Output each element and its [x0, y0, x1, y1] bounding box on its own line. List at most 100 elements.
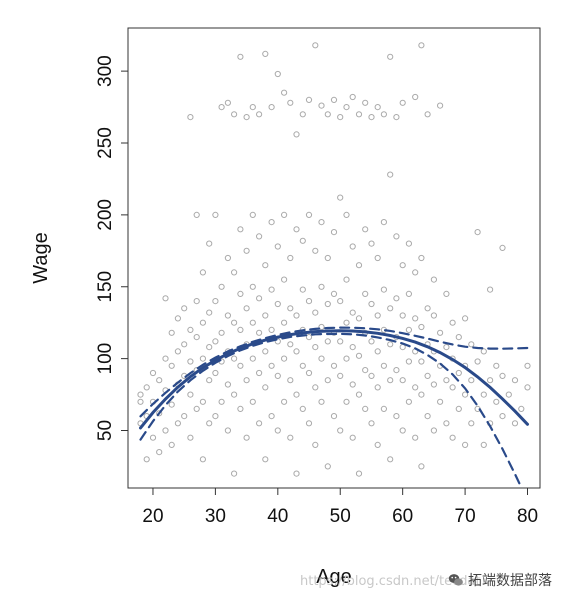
scatter-point: [462, 315, 469, 322]
scatter-point: [162, 355, 169, 362]
scatter-point: [287, 99, 294, 106]
scatter-point: [243, 434, 250, 441]
scatter-point: [380, 111, 387, 118]
scatter-point: [212, 369, 219, 377]
scatter-point: [362, 367, 369, 374]
scatter-point: [524, 362, 531, 369]
scatter-point: [262, 348, 269, 355]
scatter-point: [243, 305, 250, 312]
scatter-point: [293, 131, 300, 138]
scatter-point: [430, 276, 437, 283]
scatter-point: [256, 295, 263, 302]
scatter-point: [293, 226, 300, 233]
scatter-point: [387, 171, 394, 178]
scatter-point: [137, 398, 144, 405]
scatter-point: [206, 309, 213, 316]
scatter-point: [399, 312, 406, 319]
scatter-point: [462, 391, 469, 398]
scatter-point: [430, 381, 437, 388]
scatter-point: [168, 401, 175, 408]
scatter-point: [212, 211, 219, 218]
scatter-point: [412, 93, 419, 101]
scatter-point: [418, 391, 425, 398]
scatter-point: [324, 111, 331, 118]
scatter-point: [380, 286, 387, 293]
scatter-point: [181, 413, 188, 420]
scatter-point: [312, 309, 319, 316]
scatter-point: [374, 348, 381, 355]
scatter-point: [262, 312, 269, 319]
scatter-point: [349, 93, 356, 101]
y-tick-label: 200: [95, 199, 116, 231]
scatter-point: [199, 355, 206, 362]
scatter-point: [337, 427, 344, 434]
scatter-point: [243, 247, 250, 254]
scatter-point: [330, 96, 338, 104]
scatter-point: [355, 262, 363, 269]
scatter-point: [399, 377, 406, 384]
scatter-point: [324, 254, 331, 262]
scatter-point: [518, 405, 525, 412]
scatter-point: [524, 384, 531, 391]
scatter-point: [312, 42, 319, 49]
scatter-point: [405, 326, 412, 333]
scatter-point: [312, 247, 319, 254]
scatter-point: [337, 298, 344, 305]
y-tick-label: 300: [95, 55, 116, 87]
x-tick-label: 20: [142, 506, 163, 527]
watermark-url: https://blog.csdn.net/tecdat: [300, 574, 481, 589]
scatter-point: [362, 226, 369, 233]
scatter-point: [231, 319, 238, 326]
scatter-point: [143, 384, 150, 391]
y-tick-label: 250: [95, 127, 116, 159]
scatter-point: [174, 420, 181, 427]
scatter-point: [355, 470, 363, 477]
scatter-point: [293, 470, 300, 477]
scatter-point: [237, 53, 244, 60]
scatter-point: [231, 391, 238, 398]
scatter-point: [281, 276, 288, 283]
scatter-point: [393, 114, 400, 121]
scatter-point: [343, 104, 350, 111]
scatter-point: [281, 355, 288, 362]
scatter-point: [343, 211, 350, 218]
scatter-point: [218, 398, 225, 405]
scatter-point: [305, 334, 313, 341]
scatter-point: [274, 300, 281, 308]
lower-band-line: [139, 332, 523, 488]
x-tick-label: 40: [267, 506, 288, 527]
scatter-point: [399, 262, 406, 269]
scatter-points: [137, 42, 531, 477]
scatter-point: [330, 229, 338, 236]
y-tick-label: 100: [95, 343, 116, 375]
scatter-point: [368, 300, 375, 308]
scatter-point: [199, 319, 206, 326]
scatter-point: [187, 391, 194, 398]
scatter-point: [168, 362, 175, 369]
scatter-point: [206, 240, 213, 247]
scatter-point: [468, 341, 475, 348]
scatter-point: [424, 305, 431, 312]
scatter-point: [412, 384, 419, 391]
wechat-icon: [448, 574, 463, 586]
scatter-point: [187, 326, 194, 333]
scatter-point: [199, 269, 206, 276]
x-tick-label: 60: [392, 506, 413, 527]
scatter-point: [374, 441, 381, 448]
scatter-point: [318, 323, 325, 331]
scatter-point: [312, 384, 319, 391]
scatter-point: [181, 305, 188, 312]
x-axis: 20 30 40 50 60 70 80: [142, 487, 538, 527]
scatter-point: [430, 312, 437, 319]
scatter-point: [312, 344, 319, 351]
scatter-point: [405, 240, 412, 247]
scatter-point: [455, 334, 462, 341]
scatter-point: [262, 50, 269, 58]
scatter-point: [249, 104, 256, 111]
scatter-point: [324, 463, 331, 470]
scatter-point: [455, 405, 462, 412]
scatter-point: [443, 290, 450, 297]
scatter-point: [268, 362, 275, 369]
scatter-point: [293, 348, 300, 355]
